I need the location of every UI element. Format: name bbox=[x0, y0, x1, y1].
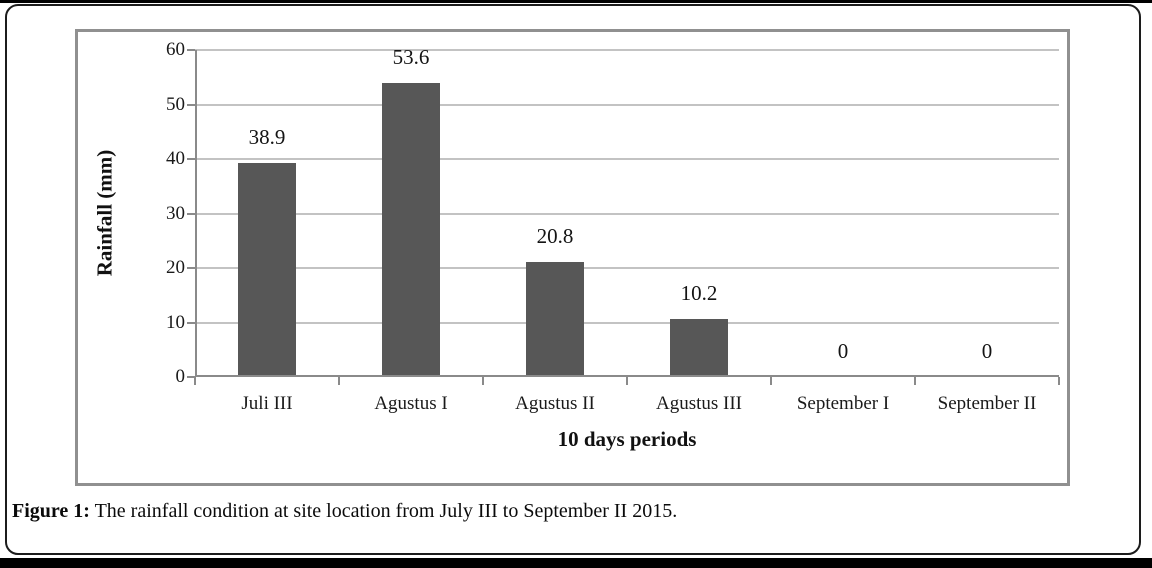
x-tick-mark-4 bbox=[770, 377, 772, 385]
y-tick-mark-60 bbox=[187, 49, 195, 51]
y-axis-line bbox=[195, 50, 197, 377]
category-label-September II: September II bbox=[937, 393, 1037, 414]
figure-panel: Rainfall (mm) 38.9 53.6 20.8 10.2 0 0 0 10 20 30… bbox=[5, 4, 1141, 555]
data-label-Juli III: 38.9 bbox=[248, 125, 286, 149]
data-label-Agustus I: 53.6 bbox=[392, 44, 430, 69]
gridline-y-40 bbox=[195, 158, 1059, 160]
x-tick-mark-6 bbox=[1058, 377, 1060, 385]
x-tick-mark-1 bbox=[338, 377, 340, 385]
gridline-y-10 bbox=[195, 321, 1059, 324]
y-tick-label-50: 50 bbox=[166, 93, 185, 115]
y-tick-mark-20 bbox=[187, 267, 195, 269]
y-tick-label-20: 20 bbox=[166, 257, 185, 278]
x-tick-mark-2 bbox=[482, 377, 484, 385]
x-axis-line bbox=[195, 375, 1059, 377]
y-tick-mark-0 bbox=[187, 376, 195, 378]
bar-Agustus I bbox=[382, 82, 440, 375]
bar-Agustus II bbox=[526, 261, 584, 375]
y-axis-title: Rainfall (mm) bbox=[92, 149, 117, 277]
data-label-September II: 0 bbox=[981, 339, 993, 363]
y-tick-mark-50 bbox=[187, 103, 195, 106]
gridline-y-30 bbox=[195, 212, 1059, 215]
y-tick-mark-30 bbox=[187, 212, 195, 215]
rainfall-bar-chart: Rainfall (mm) 38.9 53.6 20.8 10.2 0 0 0 10 20 30… bbox=[75, 29, 1070, 486]
data-label-Agustus III: 10.2 bbox=[680, 281, 718, 306]
x-axis-title: 10 days periods bbox=[557, 427, 697, 451]
gridline-y-60 bbox=[195, 49, 1059, 51]
figure-caption-label: Figure 1: bbox=[12, 500, 90, 522]
gridline-y-20 bbox=[195, 267, 1059, 269]
bar-Agustus III bbox=[670, 319, 728, 375]
category-label-Agustus I: Agustus I bbox=[374, 393, 448, 414]
category-label-Agustus II: Agustus II bbox=[515, 393, 595, 414]
y-tick-mark-10 bbox=[187, 321, 195, 324]
category-label-September I: September I bbox=[796, 393, 890, 414]
data-label-September I: 0 bbox=[837, 339, 849, 363]
y-tick-label-40: 40 bbox=[166, 148, 185, 169]
x-tick-mark-0 bbox=[194, 377, 196, 385]
figure-caption: Figure 1: The rainfall condition at site… bbox=[12, 498, 1112, 524]
figure-caption-text: The rainfall condition at site location … bbox=[89, 500, 678, 522]
gridline-y-50 bbox=[195, 103, 1059, 106]
x-tick-mark-5 bbox=[914, 377, 916, 385]
data-label-Agustus II: 20.8 bbox=[536, 223, 574, 248]
category-label-Agustus III: Agustus III bbox=[655, 393, 743, 414]
page-edge-top bbox=[0, 0, 1152, 3]
y-tick-label-10: 10 bbox=[166, 311, 185, 333]
y-tick-label-60: 60 bbox=[166, 39, 185, 60]
bar-Juli III bbox=[238, 163, 296, 375]
category-label-Juli III: Juli III bbox=[241, 393, 293, 414]
y-tick-label-0: 0 bbox=[175, 366, 186, 387]
y-tick-mark-40 bbox=[187, 158, 195, 160]
page-edge-bottom bbox=[0, 558, 1152, 568]
x-tick-mark-3 bbox=[626, 377, 628, 385]
y-tick-label-30: 30 bbox=[166, 202, 185, 224]
plot-area: 38.9 53.6 20.8 10.2 0 0 bbox=[187, 45, 1060, 385]
